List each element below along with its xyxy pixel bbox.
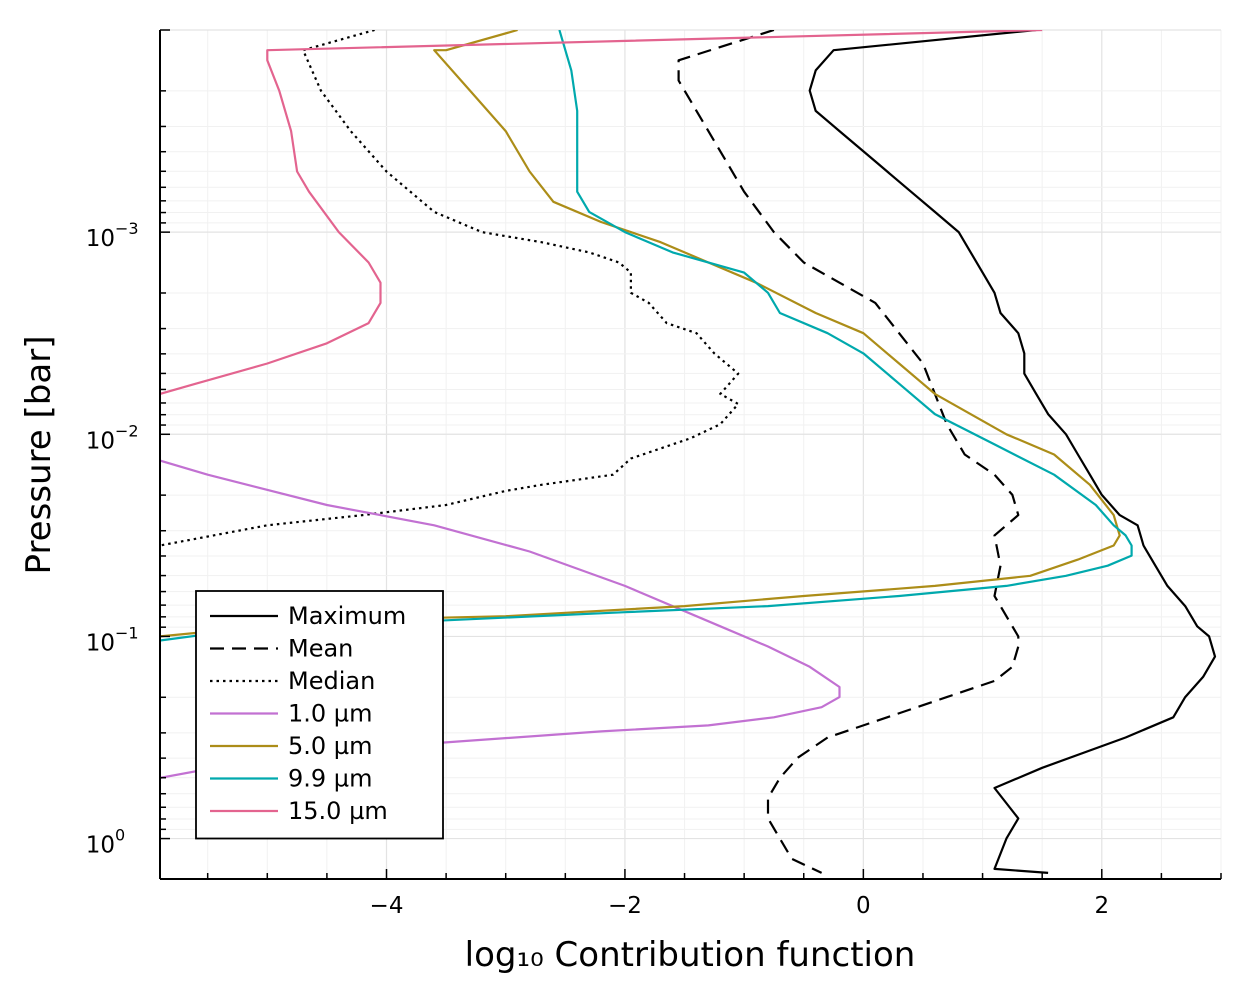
x-axis-label: log₁₀ Contribution function xyxy=(465,935,916,975)
y-tick-label: 10 xyxy=(86,428,115,454)
axes-group xyxy=(159,29,1222,880)
y-tick-label-exponent: −1 xyxy=(115,623,139,642)
y-axis-label: Pressure [bar] xyxy=(19,336,59,575)
legend-label: Mean xyxy=(288,635,353,663)
legend-label: 1.0 µm xyxy=(288,700,372,728)
series-line-6 xyxy=(160,30,1043,395)
legend-label: 15.0 µm xyxy=(288,797,388,825)
legend-label: Median xyxy=(288,667,375,695)
y-tick-label: 10 xyxy=(86,833,115,859)
grid-lines xyxy=(160,29,1222,879)
x-tick-label: −2 xyxy=(608,893,642,919)
y-tick-label-exponent: 0 xyxy=(115,826,125,845)
legend: Maximum Mean Median 1.0 µm 5.0 µm 9.9 µm 15.0 … xyxy=(195,590,444,840)
y-tick-label: 10 xyxy=(86,226,115,252)
y-tick-label-exponent: −3 xyxy=(115,219,139,238)
series-line-2 xyxy=(160,30,740,547)
legend-label: Maximum xyxy=(288,602,406,630)
series-line-0 xyxy=(808,30,1217,874)
legend-label: 9.9 µm xyxy=(288,765,372,793)
series-line-5 xyxy=(160,30,1133,642)
y-tick-label: 10 xyxy=(86,630,115,656)
x-tick-label: 2 xyxy=(1094,893,1109,919)
legend-box xyxy=(195,590,444,840)
x-tick-label: 0 xyxy=(856,893,871,919)
series-line-4 xyxy=(160,30,1121,638)
series-line-3 xyxy=(160,459,841,779)
y-tick-label-exponent: −2 xyxy=(115,421,139,440)
x-tick-label: −4 xyxy=(370,893,404,919)
legend-label: 5.0 µm xyxy=(288,732,372,760)
series-line-1 xyxy=(677,30,1020,874)
series-group xyxy=(160,30,1217,874)
